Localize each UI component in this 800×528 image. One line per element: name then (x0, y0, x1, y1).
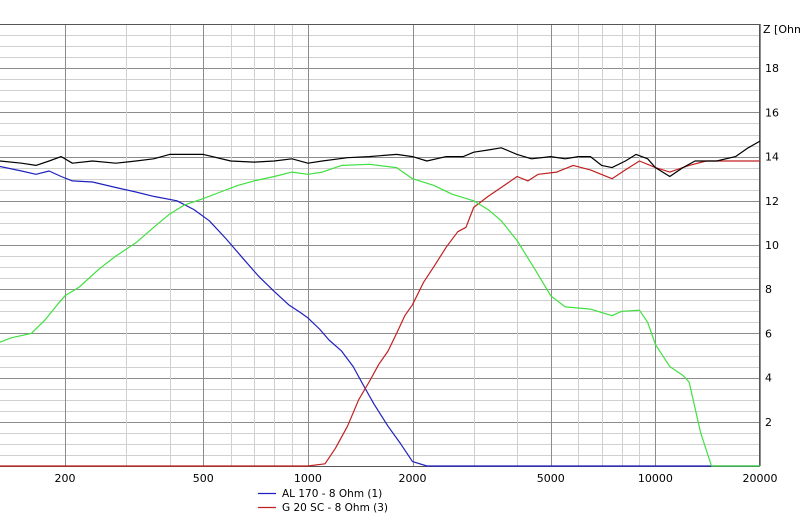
x-tick-label: 10000 (638, 472, 673, 485)
y-tick-label: 14 (765, 151, 779, 164)
y-tick-label: 12 (765, 195, 779, 208)
series-line-1 (0, 165, 760, 467)
legend: AL 170 - 8 Ohm (1) G 20 SC - 8 Ohm (3) (258, 488, 388, 514)
y-axis-label: Z [Ohm] (763, 23, 800, 36)
x-tick-label: 200 (55, 472, 76, 485)
x-tick-label: 20000 (743, 472, 778, 485)
x-tick-label: 1000 (294, 472, 322, 485)
y-tick-label: 10 (765, 239, 779, 252)
x-tick-labels: 200 500 1000 2000 5000 10000 20000 (55, 472, 778, 485)
series-line-3 (0, 163, 760, 467)
grid-lines (0, 24, 761, 467)
y-tick-labels: 2 4 6 8 10 12 14 16 18 (765, 62, 779, 429)
legend-entry: G 20 SC - 8 Ohm (3) (282, 502, 388, 514)
y-tick-label: 16 (765, 106, 779, 119)
legend-entry: AL 170 - 8 Ohm (1) (282, 488, 382, 500)
y-tick-label: 6 (765, 327, 772, 340)
x-tick-label: 500 (193, 472, 214, 485)
series-lines (0, 140, 761, 467)
y-tick-label: 4 (765, 372, 772, 385)
y-tick-label: 2 (765, 416, 772, 429)
series-line-2 (0, 160, 760, 467)
y-tick-label: 8 (765, 283, 772, 296)
x-tick-label: 2000 (399, 472, 427, 485)
y-tick-label: 18 (765, 62, 779, 75)
series-line-4 (0, 140, 761, 178)
x-tick-label: 5000 (537, 472, 565, 485)
